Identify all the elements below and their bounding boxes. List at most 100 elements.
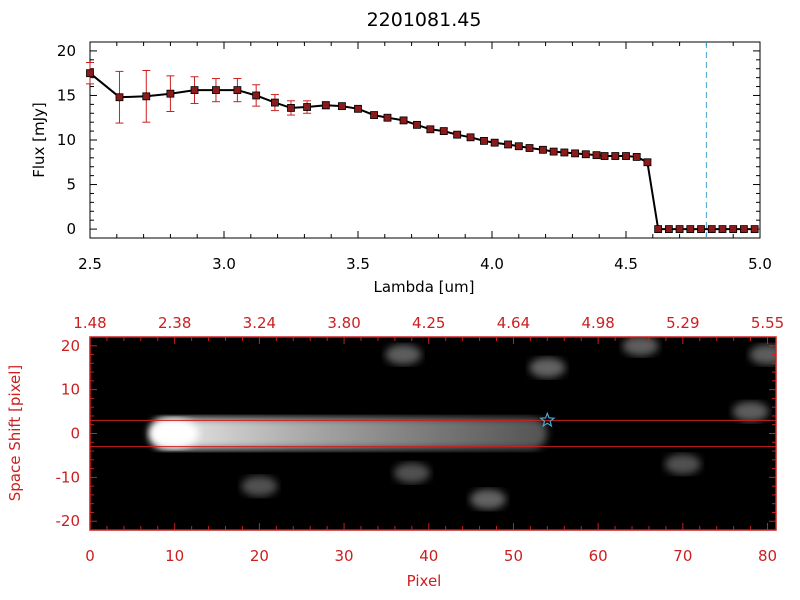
wavelength-tick-label: 4.64 [497, 314, 530, 332]
data-point [571, 149, 579, 158]
wavelength-tick-label: 3.24 [243, 314, 276, 332]
wavelength-tick-label: 1.48 [73, 314, 106, 332]
data-point [212, 86, 220, 95]
data-point [338, 102, 346, 111]
data-point [622, 152, 630, 160]
noise-blob [241, 476, 278, 497]
data-point [654, 225, 663, 233]
pixel-axis-title: Pixel [407, 572, 442, 590]
pixel-tick-label: 60 [589, 547, 608, 565]
x-axis-title: Lambda [um] [374, 278, 475, 296]
data-point [115, 93, 124, 102]
pixel-tick-label: 70 [673, 547, 692, 565]
data-point [370, 111, 378, 119]
data-point [525, 144, 534, 152]
wavelength-tick-label: 4.25 [412, 314, 445, 332]
pixel-tick-label: 80 [758, 547, 777, 565]
data-point [643, 158, 652, 167]
y-tick-label: 5 [66, 176, 76, 194]
data-point [166, 89, 175, 98]
y-axis-title: Flux [mJy] [30, 102, 48, 178]
image-ticks: 0 1.48 10 2.38 20 3.24 30 3.80 40 4.25 50 4.64 60 4.9… [56, 314, 785, 565]
space-shift-axis-title: Space Shift [pixel] [6, 365, 24, 502]
data-point [252, 91, 261, 100]
noise-blob [393, 462, 430, 483]
data-point [664, 225, 673, 233]
data-point [86, 69, 94, 78]
data-point [413, 120, 421, 129]
noise-blob [664, 454, 701, 475]
data-point [303, 103, 311, 111]
x-tick-label: 3.5 [346, 255, 370, 273]
y-tick-label: 20 [57, 42, 76, 60]
data-point [490, 138, 499, 147]
chart-title: 2201081.45 [367, 9, 482, 31]
data-point [675, 225, 684, 233]
data-point [142, 92, 151, 101]
noise-blob [529, 357, 566, 378]
data-point [600, 152, 609, 160]
pixel-tick-label: 0 [85, 547, 95, 565]
data-point [514, 142, 523, 151]
pixel-tick-label: 20 [250, 547, 269, 565]
pixel-tick-label: 10 [165, 547, 184, 565]
pixel-tick-label: 30 [335, 547, 354, 565]
noise-blob [385, 344, 422, 365]
data-point [592, 151, 601, 160]
data-point [439, 127, 448, 135]
x-tick-label: 3.0 [212, 255, 236, 273]
shift-tick-label: -20 [56, 512, 81, 530]
data-point [321, 101, 330, 110]
shift-tick-label: 0 [70, 425, 80, 443]
data-point [632, 153, 641, 161]
data-point [190, 86, 199, 95]
data-point [697, 225, 705, 233]
wavelength-tick-label: 5.29 [666, 314, 699, 332]
spectrum-image-plot: 0 1.48 10 2.38 20 3.24 30 3.80 40 4.25 50 4.64 60 4.9… [6, 314, 785, 590]
y-tick-label: 10 [57, 131, 76, 149]
spectrum-ticks: 2.5 3.0 3.5 4.0 4.5 5.0 0 5 10 15 20 [57, 42, 772, 273]
data-point [750, 225, 759, 233]
wavelength-tick-label: 3.80 [327, 314, 360, 332]
star-icon [539, 411, 556, 428]
shift-tick-label: 20 [61, 337, 80, 355]
data-point [287, 104, 295, 112]
noise-blob [732, 401, 769, 422]
wavelength-tick-label: 2.38 [158, 314, 191, 332]
data-point [740, 225, 748, 233]
data-point [581, 150, 590, 159]
flux-data-points [86, 69, 759, 233]
data-point [611, 152, 620, 160]
spectral-trace [149, 417, 548, 450]
y-tick-label: 0 [66, 220, 76, 238]
data-point [549, 147, 558, 156]
data-point [466, 133, 475, 142]
shift-tick-label: 10 [61, 381, 80, 399]
noise-blob [622, 337, 659, 356]
x-tick-label: 5.0 [748, 255, 772, 273]
wavelength-tick-label: 4.98 [581, 314, 614, 332]
pixel-tick-label: 40 [419, 547, 438, 565]
data-point [480, 136, 488, 145]
noise-blob [470, 489, 507, 510]
x-tick-label: 4.0 [480, 255, 504, 273]
noise-blob [749, 344, 776, 365]
data-point [718, 225, 727, 233]
data-point [504, 140, 512, 149]
data-point [399, 116, 408, 125]
data-point [233, 86, 242, 95]
data-point [539, 145, 547, 154]
extraction-window-lines [90, 419, 776, 448]
y-tick-label: 15 [57, 86, 76, 104]
data-point [560, 148, 569, 157]
shift-tick-label: -10 [56, 468, 81, 486]
spectrum-plot: 2201081.45 2.5 3.0 3.5 4.0 4.5 5.0 0 5 10 15 20 La… [30, 9, 772, 296]
data-point [707, 225, 716, 233]
data-point [354, 104, 362, 113]
trace-peak [150, 419, 199, 448]
data-point [729, 225, 738, 233]
data-point [686, 225, 695, 233]
data-point [271, 98, 279, 107]
star-icon [539, 411, 556, 428]
